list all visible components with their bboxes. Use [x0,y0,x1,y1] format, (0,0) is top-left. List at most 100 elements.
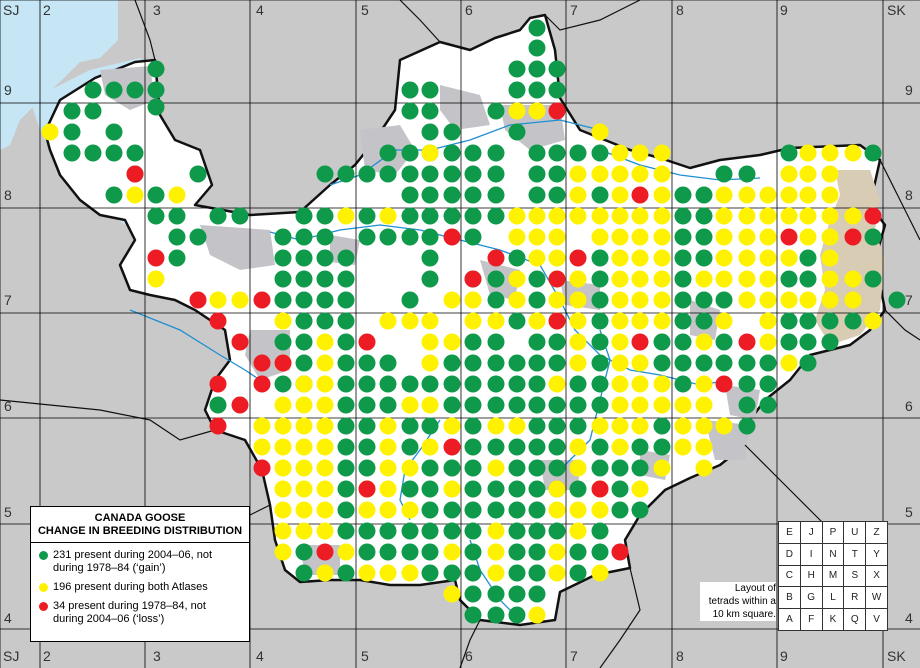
loss-tetrad-dot [274,354,292,372]
gain-tetrad-dot [337,438,355,456]
both-atlases-tetrad-dot [41,123,59,141]
gain-tetrad-dot [274,249,292,267]
loss-tetrad-dot [487,249,505,267]
gain-tetrad-dot [105,123,123,141]
grid-label-bottom-5: 5 [361,648,369,664]
gain-tetrad-dot [316,207,334,225]
both-atlases-tetrad-dot [653,312,671,330]
both-atlases-tetrad-dot [695,375,713,393]
gain-tetrad-dot [379,543,397,561]
both-atlases-tetrad-dot [821,228,839,246]
both-atlases-tetrad-dot [715,312,733,330]
gain-tetrad-dot [464,396,482,414]
both-atlases-tetrad-dot [379,564,397,582]
gain-tetrad-dot [591,312,609,330]
gain-tetrad-dot [168,249,186,267]
gain-tetrad-dot [864,144,882,162]
gain-tetrad-dot [674,333,692,351]
gain-tetrad-dot [799,270,817,288]
gain-tetrad-dot [508,81,526,99]
both-atlases-tetrad-dot [421,333,439,351]
loss-tetrad-dot [548,270,566,288]
both-atlases-tetrad-dot [569,501,587,519]
gain-tetrad-dot [821,312,839,330]
gain-tetrad-dot [84,102,102,120]
tetrad-caption-line1: Layout of [734,583,776,594]
gain-tetrad-dot [591,186,609,204]
gain-tetrad-dot [508,543,526,561]
gain-tetrad-dot [168,228,186,246]
gain-tetrad-dot [337,459,355,477]
gain-tetrad-dot [821,333,839,351]
grid-label-bottom-6: 6 [465,648,473,664]
gain-tetrad-dot [674,228,692,246]
gain-tetrad-dot [464,606,482,624]
gain-tetrad-dot [528,459,546,477]
gain-tetrad-dot [63,102,81,120]
gain-tetrad-dot [274,291,292,309]
gain-tetrad-dot [611,501,629,519]
gain-tetrad-dot [548,60,566,78]
loss-tetrad-dot [253,291,271,309]
tetrad-cell: F [799,608,823,631]
both-atlases-tetrad-dot [715,417,733,435]
both-atlases-tetrad-dot [295,480,313,498]
loss-tetrad-dot [147,249,165,267]
both-atlases-tetrad-dot [759,312,777,330]
both-atlases-tetrad-dot [274,522,292,540]
gain-tetrad-dot [528,60,546,78]
both-atlases-tetrad-dot [274,417,292,435]
gain-tetrad-dot [464,417,482,435]
both-atlases-tetrad-dot [631,417,649,435]
both-atlases-tetrad-dot [569,522,587,540]
both-atlases-tetrad-dot [759,228,777,246]
gain-tetrad-dot [295,312,313,330]
gain-tetrad-dot [528,291,546,309]
both-atlases-tetrad-dot [295,438,313,456]
gain-tetrad-dot [274,375,292,393]
grid-label-top-7: 7 [570,2,578,18]
gain-tetrad-dot [358,207,376,225]
both-atlases-tetrad-dot [548,291,566,309]
both-atlases-tetrad-dot [631,207,649,225]
gain-tetrad-dot [631,438,649,456]
loss-tetrad-dot [358,333,376,351]
both-atlases-tetrad-dot [821,186,839,204]
both-atlases-tetrad-dot [508,417,526,435]
both-atlases-tetrad-dot [274,312,292,330]
gain-tetrad-dot [401,165,419,183]
both-atlases-tetrad-dot [401,501,419,519]
gain-tetrad-dot [421,459,439,477]
gain-tetrad-dot [508,123,526,141]
tetrad-caption-line3: 10 km square. [712,609,776,620]
gain-tetrad-dot [548,81,566,99]
gain-tetrad-dot [674,207,692,225]
gain-tetrad-dot [508,249,526,267]
gain-tetrad-dot [715,354,733,372]
gain-tetrad-dot [464,333,482,351]
gain-tetrad-dot [528,39,546,57]
loss-tetrad-dot [253,375,271,393]
gain-tetrad-dot [443,501,461,519]
gain-tetrad-dot [337,375,355,393]
both-atlases-tetrad-dot [316,459,334,477]
both-atlases-tetrad-dot [759,186,777,204]
both-atlases-tetrad-dot [316,564,334,582]
loss-tetrad-dot [631,186,649,204]
gain-tetrad-dot [674,375,692,393]
gain-tetrad-dot [464,501,482,519]
both-atlases-tetrad-dot [487,543,505,561]
both-atlases-tetrad-dot [274,501,292,519]
gain-tetrad-dot [464,564,482,582]
both-atlases-tetrad-dot [591,165,609,183]
tetrad-cell: B [778,586,801,610]
legend-loss-line1: 34 present during 1978–84, not [53,600,206,612]
gain-tetrad-dot [653,417,671,435]
gain-tetrad-dot [528,522,546,540]
grid-label-bottom-3: 3 [153,648,161,664]
gain-tetrad-dot [591,354,609,372]
both-atlases-tetrad-dot [379,417,397,435]
both-atlases-tetrad-dot [401,564,419,582]
gain-tetrad-dot [548,165,566,183]
gain-tetrad-dot [738,417,756,435]
